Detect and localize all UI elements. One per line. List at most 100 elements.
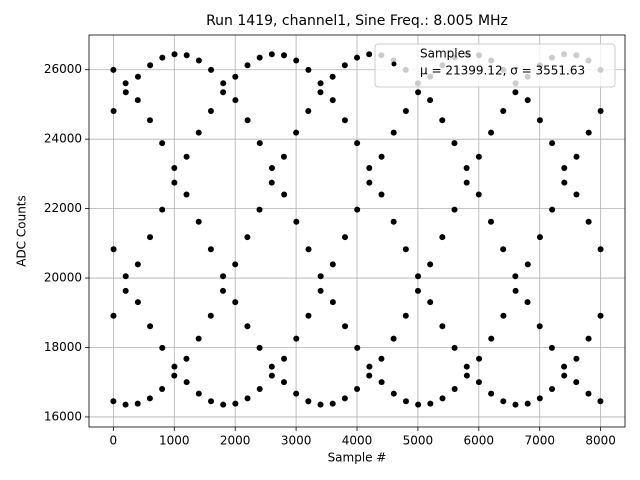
sample-point (549, 206, 556, 213)
sample-point (122, 287, 129, 294)
sample-point (220, 273, 227, 280)
sample-point (536, 117, 543, 124)
sample-point (536, 234, 543, 241)
sample-point (317, 287, 324, 294)
sample-point (317, 273, 324, 280)
sample-point (195, 218, 202, 225)
sample-point (573, 153, 580, 160)
sample-point (281, 191, 288, 198)
sample-point (366, 51, 373, 58)
sample-point (268, 51, 275, 58)
sample-point (280, 379, 287, 386)
sample-point (317, 80, 324, 87)
points (110, 51, 604, 408)
y-tick-label: 18000 (44, 340, 82, 354)
sample-point (415, 89, 422, 96)
sample-point (122, 273, 129, 280)
sample-point (415, 273, 422, 280)
sample-point (488, 129, 495, 136)
legend-box (374, 43, 616, 88)
legend-label: Samples (420, 47, 471, 61)
sample-point (280, 153, 287, 160)
sample-point (475, 153, 482, 160)
sample-point (341, 62, 348, 69)
sample-point (439, 395, 446, 402)
sample-point (147, 323, 154, 330)
sample-point (207, 312, 214, 319)
sample-point (475, 191, 482, 198)
sample-point (159, 386, 166, 393)
sample-point (500, 246, 507, 253)
sample-point (110, 107, 117, 114)
sample-point (207, 246, 214, 253)
sample-point (256, 344, 263, 351)
sample-point (146, 395, 153, 402)
sample-point (463, 363, 470, 370)
sample-point (573, 379, 580, 386)
sample-point (354, 54, 360, 61)
sample-point (488, 390, 495, 397)
sample-point (585, 335, 592, 342)
sample-point (110, 246, 117, 253)
sample-point (451, 140, 458, 147)
sample-point (195, 335, 202, 342)
sample-point (342, 234, 349, 241)
sample-point (512, 287, 519, 294)
sample-point (195, 390, 202, 397)
sample-point (110, 312, 117, 319)
x-tick-label: 2000 (220, 434, 251, 448)
legend-marker (391, 61, 397, 67)
sample-point (305, 312, 312, 319)
sample-point (500, 107, 507, 114)
sample-point (317, 401, 324, 408)
y-tick-label: 26000 (44, 62, 82, 76)
sample-point (183, 191, 190, 198)
sample-point (378, 191, 385, 198)
sample-point (597, 312, 604, 319)
sample-point (171, 165, 178, 172)
sample-point (293, 390, 300, 397)
sample-point (305, 398, 312, 405)
sample-point (476, 355, 483, 362)
sample-point (524, 400, 531, 407)
sample-point (220, 401, 227, 408)
sample-point (159, 206, 166, 213)
sample-point (244, 117, 251, 124)
sample-point (268, 363, 275, 370)
sample-point (208, 66, 215, 73)
sample-point (524, 261, 531, 268)
y-tick-label: 20000 (44, 271, 82, 285)
sample-point (207, 107, 214, 114)
sample-point (183, 153, 190, 160)
chart-title: Run 1419, channel1, Sine Freq.: 8.005 MH… (206, 13, 508, 29)
sample-point (183, 379, 190, 386)
sample-point (341, 395, 348, 402)
sample-point (451, 344, 458, 351)
sample-point (548, 344, 555, 351)
sample-point (439, 117, 446, 124)
sample-point (268, 165, 275, 172)
sample-point (329, 73, 336, 80)
x-tick-label: 0 (110, 434, 118, 448)
sample-point (329, 400, 336, 407)
sample-point (183, 355, 190, 362)
sample-point (585, 218, 592, 225)
sample-point (354, 344, 361, 351)
sample-point (512, 401, 519, 408)
sample-point (183, 52, 190, 59)
sample-point (256, 386, 263, 393)
sample-point (463, 179, 470, 186)
sample-point (427, 400, 434, 407)
sample-point (585, 129, 592, 136)
sample-point (305, 246, 312, 253)
sample-point (159, 54, 166, 61)
sample-point (451, 206, 458, 213)
sample-point (256, 206, 263, 213)
sample-point (536, 323, 543, 330)
sample-point (147, 234, 154, 241)
y-tick-label: 16000 (44, 409, 82, 423)
sample-point (366, 363, 373, 370)
sample-point (281, 52, 288, 59)
sample-point (293, 218, 300, 225)
